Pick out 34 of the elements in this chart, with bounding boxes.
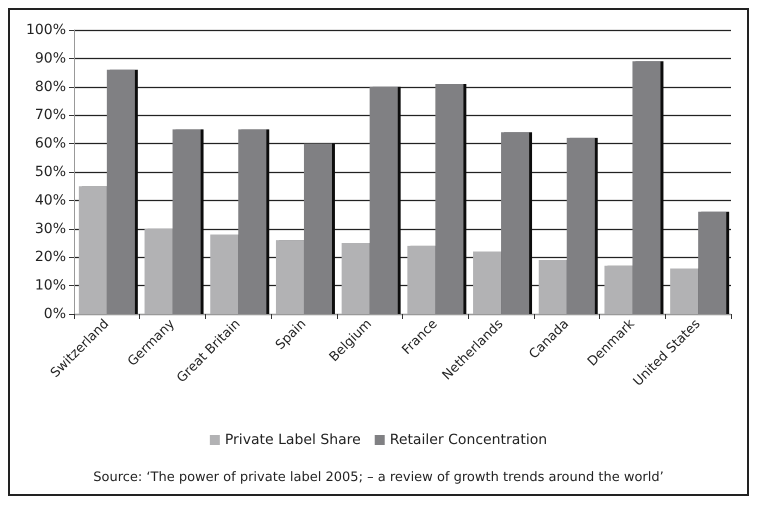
bar: [501, 132, 530, 314]
bar: [304, 144, 332, 314]
bar: [370, 86, 398, 314]
y-tick-label: 40%: [34, 192, 66, 208]
bar: [538, 260, 567, 314]
bar: [238, 129, 266, 314]
y-tick-label: 10%: [34, 278, 66, 294]
legend-label: Retailer Concentration: [390, 432, 548, 448]
bar: [566, 138, 595, 314]
bar: [276, 240, 304, 314]
bar: [473, 252, 502, 314]
bar: [604, 266, 632, 314]
bar: [342, 243, 370, 314]
y-tick-label: 60%: [34, 136, 66, 152]
y-tick-label: 20%: [34, 249, 66, 266]
bar: [435, 84, 464, 314]
y-tick-label: 70%: [34, 107, 66, 124]
bar: [632, 61, 660, 314]
bar: [106, 70, 135, 314]
legend-label: Private Label Share: [224, 432, 361, 448]
bar: [78, 186, 107, 314]
y-tick-label: 100%: [26, 22, 66, 38]
bar: [670, 268, 698, 314]
bar: [144, 228, 173, 314]
y-tick-label: 50%: [34, 164, 66, 180]
y-tick-label: 30%: [34, 220, 66, 237]
bar: [210, 234, 238, 314]
y-tick-label: 80%: [34, 78, 66, 95]
source-note: Source: ‘The power of private label 2005; – a review of growth trends around the world’: [93, 470, 664, 485]
bar: [698, 212, 726, 314]
y-tick-label: 0%: [44, 306, 66, 322]
y-tick-label: 90%: [34, 50, 66, 66]
bar: [172, 129, 201, 314]
bar: [407, 246, 436, 314]
